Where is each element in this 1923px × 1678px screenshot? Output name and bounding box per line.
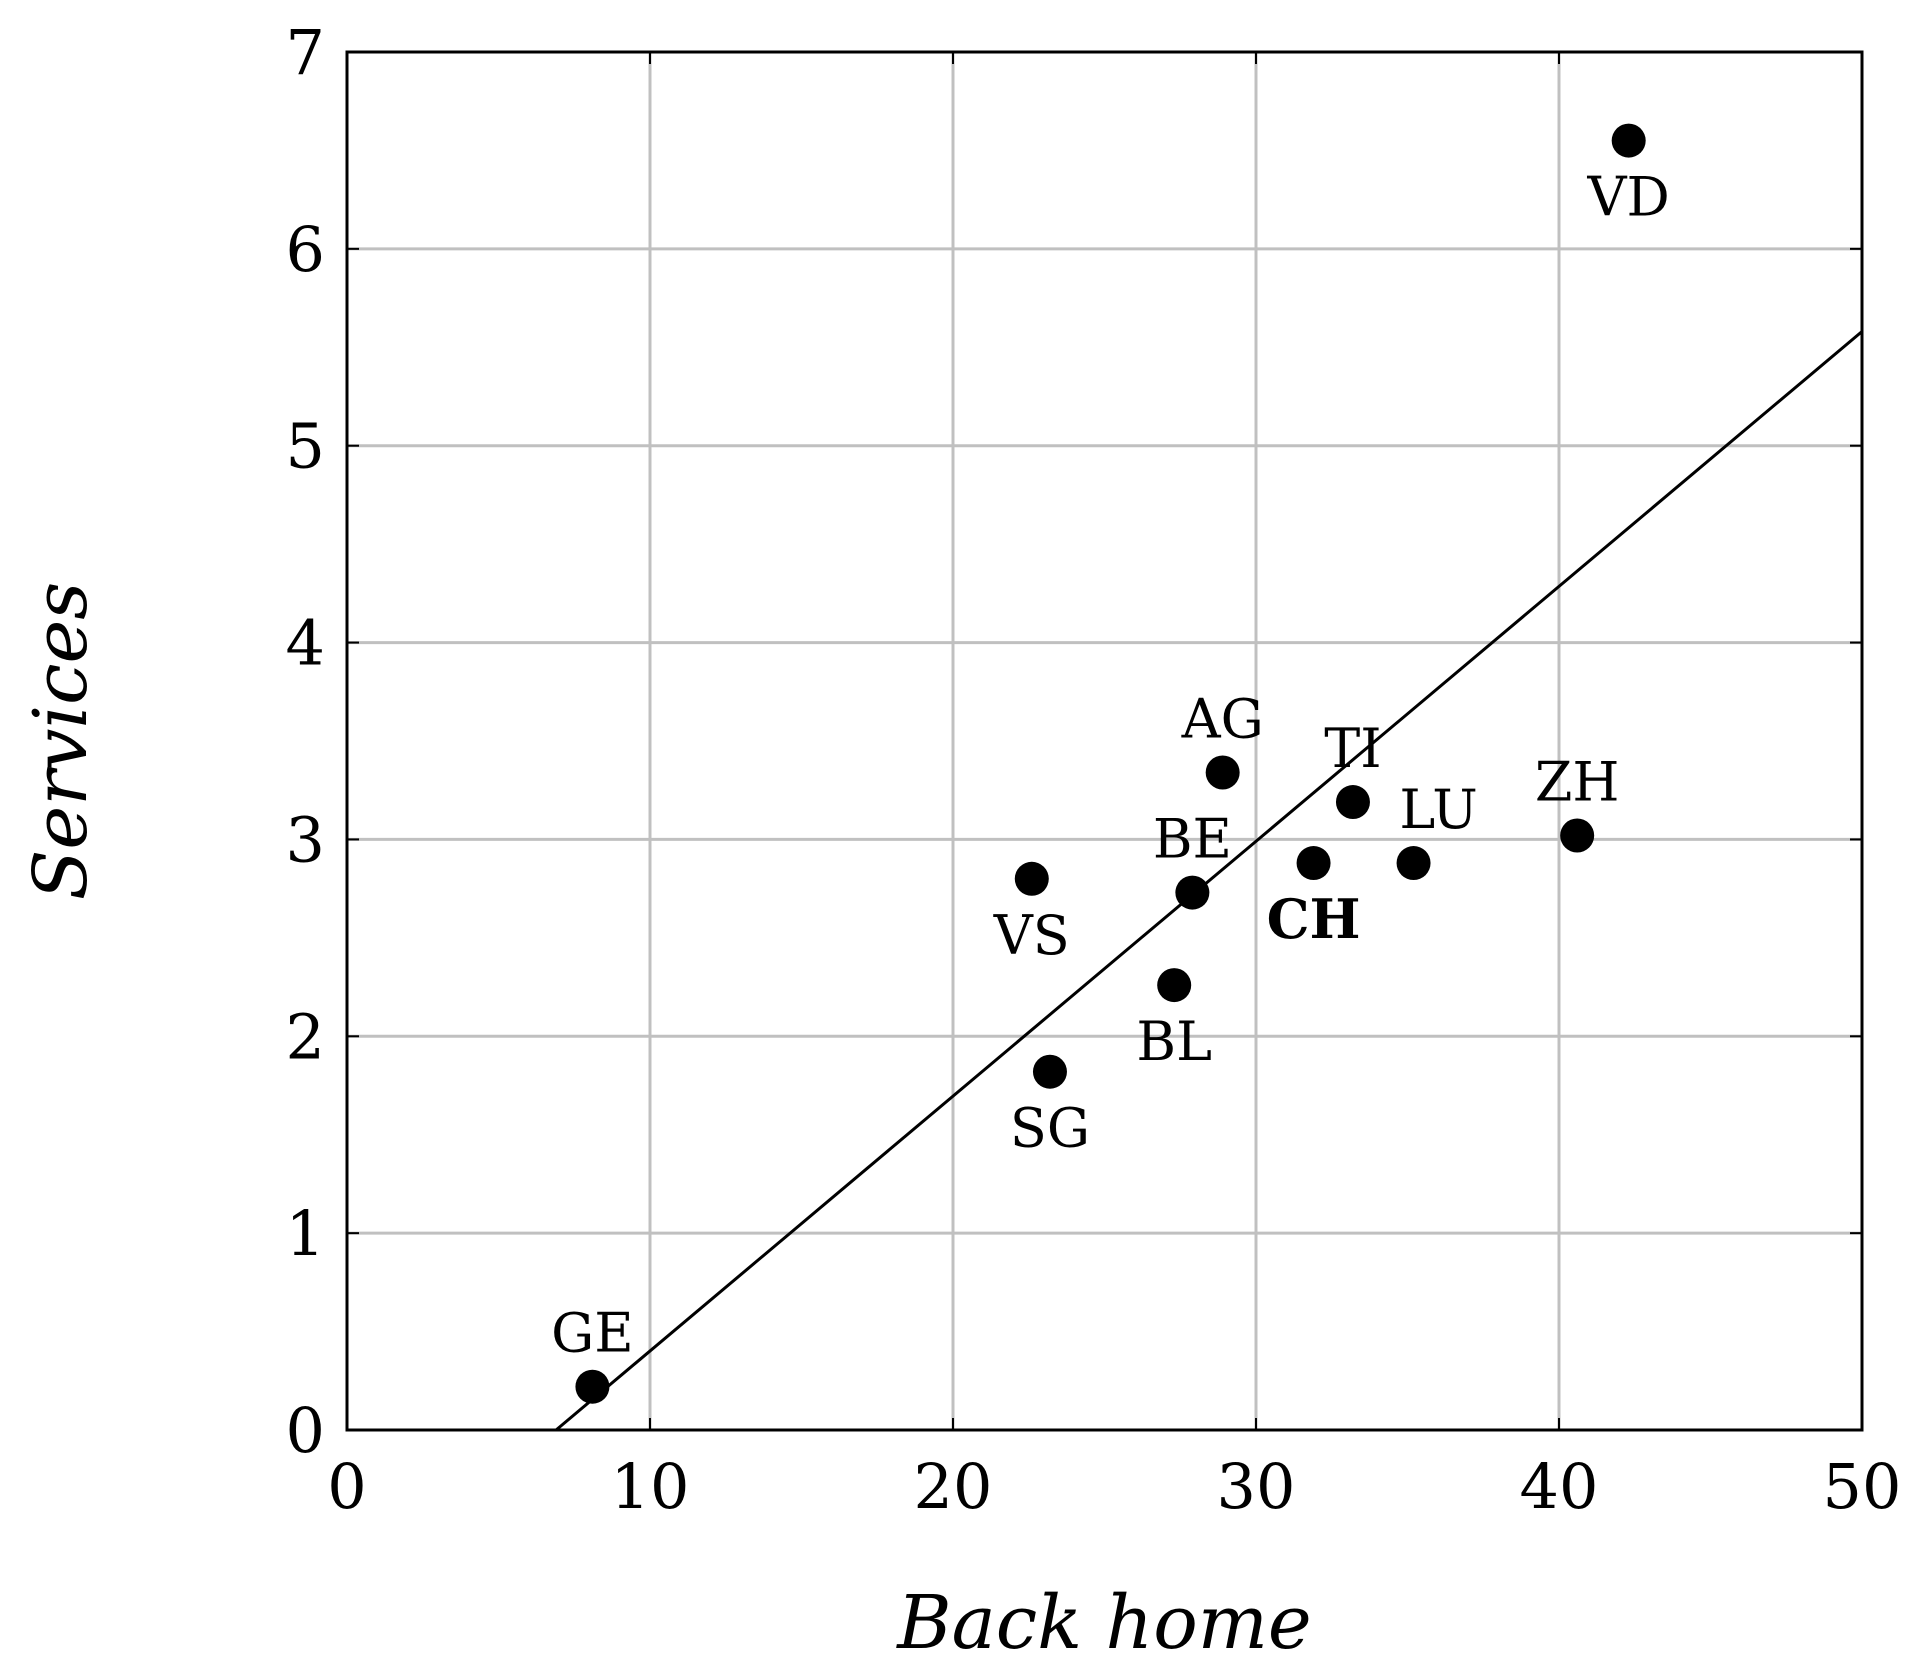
- data-points: [575, 123, 1646, 1404]
- y-tick-label: 1: [286, 1197, 325, 1270]
- data-point-bl: [1157, 968, 1192, 1003]
- point-label-vs: VS: [993, 904, 1070, 967]
- plot-frame: [345, 50, 1864, 1432]
- x-tick-label: 50: [1823, 1450, 1902, 1523]
- y-tick-label: 3: [286, 803, 325, 876]
- data-point-lu: [1396, 846, 1431, 881]
- point-label-ge: GE: [551, 1302, 634, 1365]
- x-tick-label: 40: [1520, 1450, 1599, 1523]
- x-tick-label: 10: [611, 1450, 690, 1523]
- point-label-bl: BL: [1136, 1010, 1212, 1073]
- y-tick-labels: 0 1 2 3 4 5 6 7: [286, 16, 325, 1467]
- point-label-vd: VD: [1587, 166, 1670, 229]
- grid-lines: [345, 50, 1864, 1432]
- y-tick-label: 6: [286, 213, 325, 286]
- y-tick-label: 0: [286, 1394, 325, 1467]
- data-point-zh: [1560, 818, 1595, 853]
- tick-marks: [346, 51, 1863, 1431]
- point-label-be: BE: [1153, 808, 1232, 871]
- point-label-sg: SG: [1010, 1097, 1090, 1160]
- x-axis-label: Back home: [895, 1580, 1311, 1666]
- data-point-ag: [1205, 755, 1240, 790]
- fit-line-group: [555, 330, 1863, 1432]
- x-tick-label: 20: [914, 1450, 993, 1523]
- data-point-ch: [1296, 846, 1331, 881]
- x-tick-labels: 0 10 20 30 40 50: [327, 1450, 1901, 1523]
- x-tick-label: 0: [327, 1450, 366, 1523]
- point-labels: GE SG VS BL BE AG CH TI LU ZH VD: [551, 166, 1670, 1365]
- point-label-ag: AG: [1181, 687, 1264, 750]
- y-tick-label: 7: [286, 16, 325, 89]
- x-tick-label: 30: [1217, 1450, 1296, 1523]
- y-tick-label: 4: [286, 607, 325, 680]
- fit-line: [555, 330, 1863, 1432]
- data-point-be: [1175, 875, 1210, 910]
- point-label-zh: ZH: [1535, 750, 1620, 813]
- point-label-ti: TI: [1324, 717, 1381, 780]
- data-point-vs: [1014, 861, 1049, 896]
- point-label-ch: CH: [1267, 887, 1361, 951]
- data-point-ge: [575, 1369, 610, 1404]
- data-point-sg: [1032, 1054, 1067, 1089]
- y-tick-label: 2: [286, 1000, 325, 1073]
- point-label-lu: LU: [1399, 778, 1477, 841]
- data-point-vd: [1611, 123, 1646, 158]
- data-point-ti: [1335, 785, 1370, 820]
- y-tick-label: 5: [286, 410, 325, 483]
- y-axis-label: Services: [18, 582, 104, 901]
